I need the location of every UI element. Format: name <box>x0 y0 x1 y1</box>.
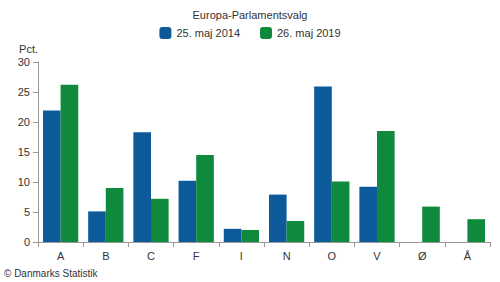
svg-text:Europa-Parlamentsvalg: Europa-Parlamentsvalg <box>193 9 308 21</box>
svg-text:Å: Å <box>464 250 472 262</box>
svg-text:5: 5 <box>24 206 30 218</box>
svg-text:20: 20 <box>18 116 30 128</box>
svg-text:C: C <box>147 250 155 262</box>
svg-text:0: 0 <box>24 236 30 248</box>
svg-text:26. maj 2019: 26. maj 2019 <box>277 27 341 39</box>
svg-text:25. maj 2014: 25. maj 2014 <box>176 27 240 39</box>
svg-text:10: 10 <box>18 176 30 188</box>
svg-text:I: I <box>240 250 243 262</box>
svg-text:F: F <box>193 250 200 262</box>
svg-text:B: B <box>102 250 109 262</box>
svg-text:25: 25 <box>18 86 30 98</box>
svg-text:Ø: Ø <box>418 250 427 262</box>
svg-text:30: 30 <box>18 56 30 68</box>
svg-text:A: A <box>57 250 65 262</box>
svg-text:O: O <box>328 250 337 262</box>
svg-text:15: 15 <box>18 146 30 158</box>
svg-text:N: N <box>283 250 291 262</box>
svg-text:V: V <box>373 250 381 262</box>
svg-text:© Danmarks Statistik: © Danmarks Statistik <box>4 268 99 279</box>
svg-text:Pct.: Pct. <box>19 43 38 55</box>
